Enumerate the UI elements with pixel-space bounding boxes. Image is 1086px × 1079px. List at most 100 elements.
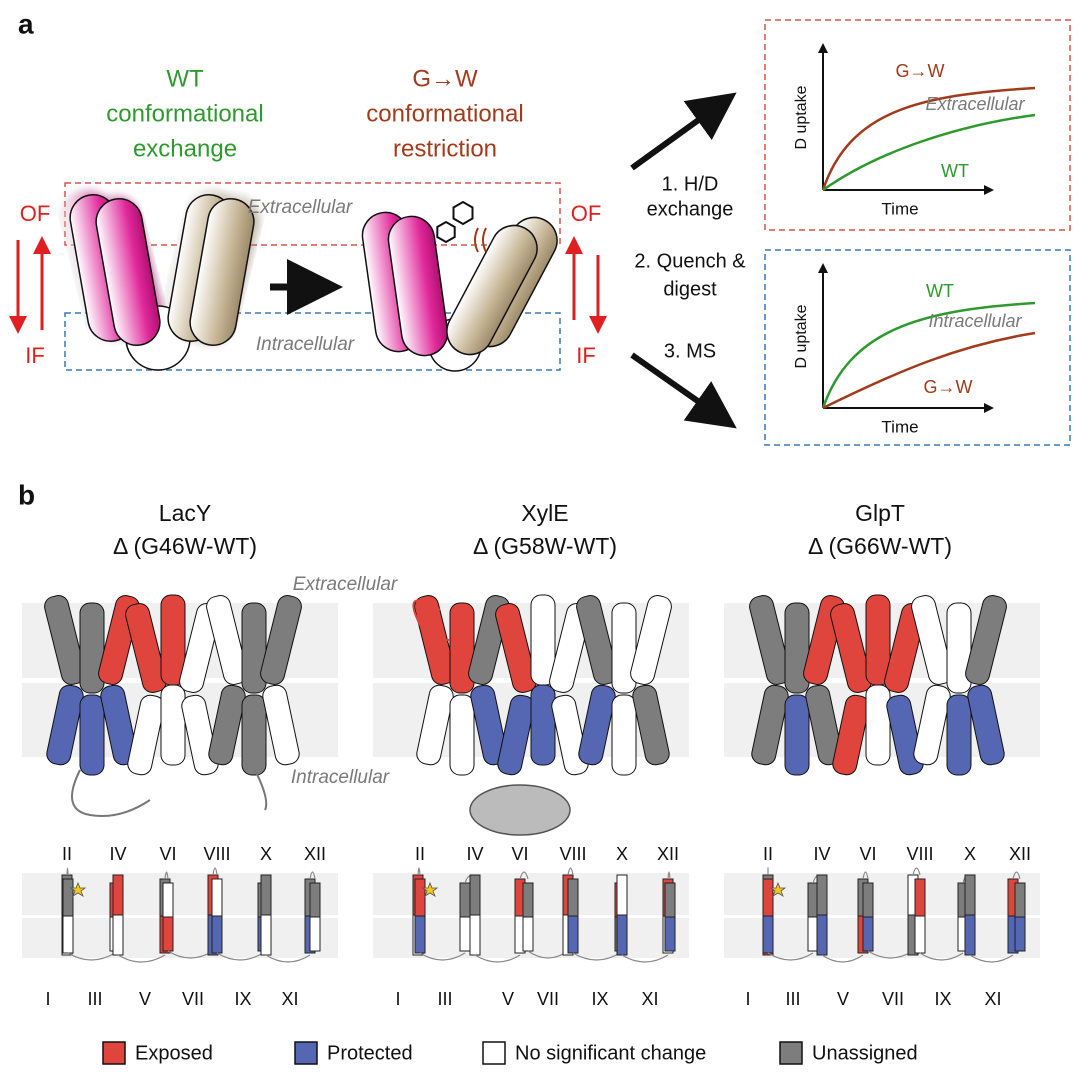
helix-label-top: VIII	[203, 844, 230, 864]
panel-label: a	[18, 8, 34, 39]
helix	[832, 694, 870, 776]
helix	[46, 684, 84, 766]
legend-swatch	[294, 1041, 318, 1065]
topology-helix-segment	[211, 915, 223, 954]
helix	[630, 595, 672, 685]
topology-helix-segment	[162, 916, 174, 952]
helix-label-top: XII	[657, 844, 679, 864]
helix	[530, 684, 556, 766]
loop	[71, 769, 268, 817]
topology-loop	[265, 954, 311, 963]
legend-label: Protected	[327, 1042, 413, 1064]
helix-label-bottom: IX	[934, 989, 951, 1009]
topology-helix-segment	[469, 874, 481, 916]
helix-label-top: II	[62, 844, 72, 864]
legend-swatch	[779, 1041, 803, 1065]
helix	[387, 215, 449, 357]
legend-label: Unassigned	[812, 1042, 918, 1064]
helix	[446, 224, 538, 356]
uptake-curve	[821, 301, 1036, 409]
helix	[913, 684, 951, 766]
helix-label-bottom: XI	[984, 989, 1001, 1009]
helix-label-top: X	[260, 844, 272, 864]
helix	[206, 595, 248, 685]
topology-helix-segment	[816, 914, 828, 956]
topology-helix-segment	[112, 874, 124, 916]
cytoplasmic-domain	[469, 784, 571, 836]
topology-loop	[417, 867, 421, 876]
topology-helix-segment	[816, 874, 828, 916]
topology-helix-segment	[522, 916, 534, 952]
topology-loop	[117, 954, 166, 963]
helix	[751, 684, 789, 766]
legend-label: No significant change	[515, 1042, 706, 1064]
helix	[495, 603, 537, 693]
helix-label-bottom: V	[837, 989, 849, 1009]
topology-loop	[621, 954, 669, 963]
loop	[412, 599, 451, 641]
protein-name: LacY	[159, 500, 211, 526]
topology-helix-segment	[162, 882, 174, 918]
state-if: IF	[576, 343, 596, 368]
gw-label: G→W	[412, 65, 478, 92]
topology-helix-segment	[260, 874, 272, 916]
topology-loop	[572, 952, 621, 961]
plot-box	[764, 249, 1071, 446]
wt-label: conformational	[106, 100, 263, 127]
helix-label-top: IV	[109, 844, 126, 864]
helix-label-bottom: I	[45, 989, 50, 1009]
topology-loop	[519, 871, 529, 880]
topology-helix-segment	[1014, 916, 1026, 952]
topology-loop	[567, 867, 574, 876]
helix-label-top: XII	[304, 844, 326, 864]
helix-label-bottom: VII	[537, 989, 559, 1009]
topology-helix-segment	[309, 882, 321, 918]
helix	[449, 602, 475, 694]
x-axis-label: Time	[881, 417, 918, 436]
helix-label-bottom: XI	[641, 989, 658, 1009]
helix	[611, 694, 637, 776]
topology-helix-segment	[459, 916, 471, 952]
helix-label-top: VIII	[906, 844, 933, 864]
topology-helix-segment	[260, 914, 272, 956]
region-intracellular: Intracellular	[256, 334, 355, 355]
topology-loop	[667, 871, 671, 880]
workflow-arrow	[630, 352, 737, 429]
helix-label-top: IV	[466, 844, 483, 864]
helix	[189, 198, 255, 346]
workflow-arrow	[630, 92, 737, 171]
helix-label-top: II	[415, 844, 425, 864]
wt-label: exchange	[133, 135, 237, 162]
helix	[127, 694, 165, 776]
protein-name: XylE	[521, 500, 568, 526]
tryptophan-ring	[452, 200, 474, 226]
topology-helix-segment	[762, 915, 774, 954]
topology-loop	[912, 867, 921, 876]
membrane-band	[22, 918, 338, 958]
clash-mark	[474, 227, 487, 253]
helix-label-top: X	[964, 844, 976, 864]
topology-helix-segment	[914, 878, 926, 917]
helix	[946, 602, 972, 694]
helix	[946, 694, 972, 776]
helix-label-top: VI	[511, 844, 528, 864]
topology-helix-segment	[459, 882, 471, 918]
x-axis-label: Time	[881, 199, 918, 218]
helix	[578, 684, 616, 766]
helix-label-top: VIII	[559, 844, 586, 864]
topology-loop	[419, 952, 466, 961]
wt-label: WT	[166, 65, 204, 92]
topology-helix-segment	[211, 878, 223, 917]
helix-label-bottom: I	[745, 989, 750, 1009]
helix	[967, 684, 1005, 766]
annotation-intracellular: Intracellular	[291, 767, 390, 788]
topology-loop	[1012, 871, 1021, 880]
protein-delta: Δ (G58W-WT)	[473, 533, 617, 559]
helix-label-top: XII	[1009, 844, 1031, 864]
topology-loop	[862, 871, 869, 880]
legend-swatch	[102, 1041, 126, 1065]
helix	[79, 694, 105, 776]
helix	[784, 694, 810, 776]
helix	[160, 684, 186, 766]
